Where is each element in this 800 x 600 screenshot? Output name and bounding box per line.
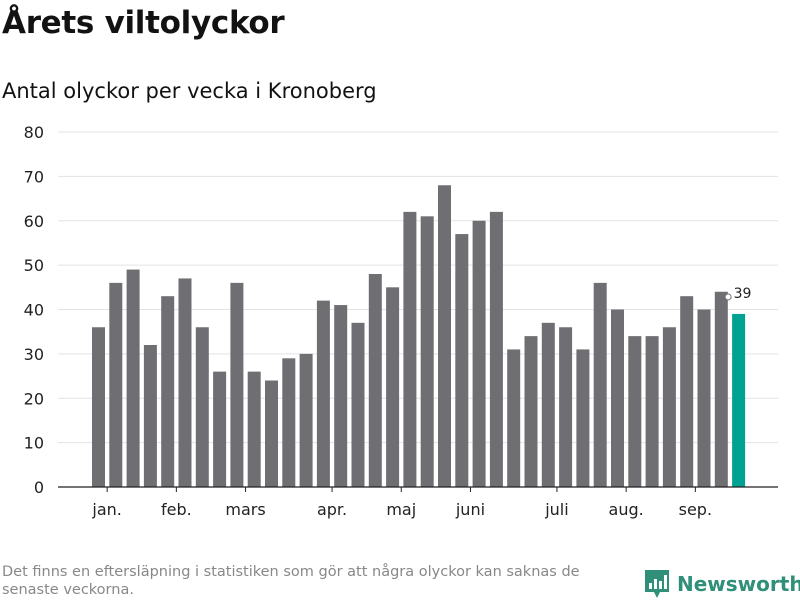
bar [213, 371, 227, 487]
bar [109, 282, 123, 487]
bar [161, 296, 175, 487]
bar [611, 309, 624, 487]
x-tick-label: maj [386, 500, 416, 519]
x-tick-label: mars [225, 500, 265, 519]
bar [265, 380, 278, 487]
bar [714, 291, 728, 487]
bar [351, 322, 365, 487]
bar-chart: 0 10 20 30 40 50 60 70 80 jan. feb. mars apr. maj jun… [24, 123, 778, 519]
bar [455, 234, 469, 487]
bar [386, 287, 400, 487]
bar [524, 336, 538, 487]
bar [334, 305, 348, 487]
bar [472, 220, 486, 487]
x-axis-month-labels: jan. feb. mars apr. maj juni juli aug. sep. [91, 487, 712, 519]
bar [576, 349, 590, 487]
footnote: Det finns en eftersläpning i statistiken… [2, 564, 580, 598]
bar [316, 300, 330, 487]
chart-subtitle: Antal olyckor per vecka i Kronoberg [2, 79, 377, 103]
x-tick-label: juli [544, 500, 568, 519]
x-tick-label: feb. [161, 500, 192, 519]
annotations: 39 [724, 286, 752, 302]
gridlines [58, 131, 778, 444]
x-tick-label: jan. [91, 500, 121, 519]
bar [143, 345, 157, 487]
bar [628, 336, 642, 487]
y-tick-label: 30 [24, 345, 44, 364]
brand-name: Newsworthy [677, 572, 800, 596]
y-tick-label: 0 [34, 478, 44, 497]
y-tick-label: 40 [24, 301, 44, 320]
bar [403, 211, 417, 487]
bar [368, 274, 382, 487]
bar [92, 327, 105, 487]
x-tick-label: aug. [609, 500, 644, 519]
bar [662, 327, 676, 487]
chart-title: Årets viltolyckor [2, 5, 285, 41]
bar [697, 309, 711, 487]
x-tick-label: juni [455, 500, 485, 519]
bar [126, 269, 140, 487]
value-marker [724, 293, 732, 301]
bar [282, 358, 296, 487]
y-tick-label: 70 [24, 167, 44, 186]
y-axis-ticks: 0 10 20 30 40 50 60 70 80 [24, 123, 44, 497]
bar [195, 327, 209, 487]
bar [489, 211, 503, 487]
bar-latest-week [732, 313, 746, 487]
bar [247, 371, 261, 487]
y-tick-label: 10 [24, 434, 44, 453]
bar [507, 349, 521, 487]
bar [438, 185, 451, 487]
bar [230, 282, 244, 487]
bar [593, 282, 607, 487]
x-tick-label: sep. [679, 500, 712, 519]
y-tick-label: 50 [24, 256, 44, 275]
bar [420, 216, 434, 487]
bar [178, 278, 192, 487]
bar [299, 353, 313, 487]
y-tick-label: 60 [24, 212, 44, 231]
bar [680, 296, 694, 487]
bar [559, 327, 573, 487]
bars [58, 185, 778, 488]
bar [541, 322, 555, 487]
latest-value-label: 39 [734, 286, 752, 302]
bar [645, 336, 659, 487]
newsworthy-logo-icon [645, 570, 669, 598]
x-tick-label: apr. [317, 500, 347, 519]
y-tick-label: 20 [24, 389, 44, 408]
brand-logo[interactable]: Newsworthy [644, 569, 800, 599]
y-tick-label: 80 [24, 123, 44, 142]
